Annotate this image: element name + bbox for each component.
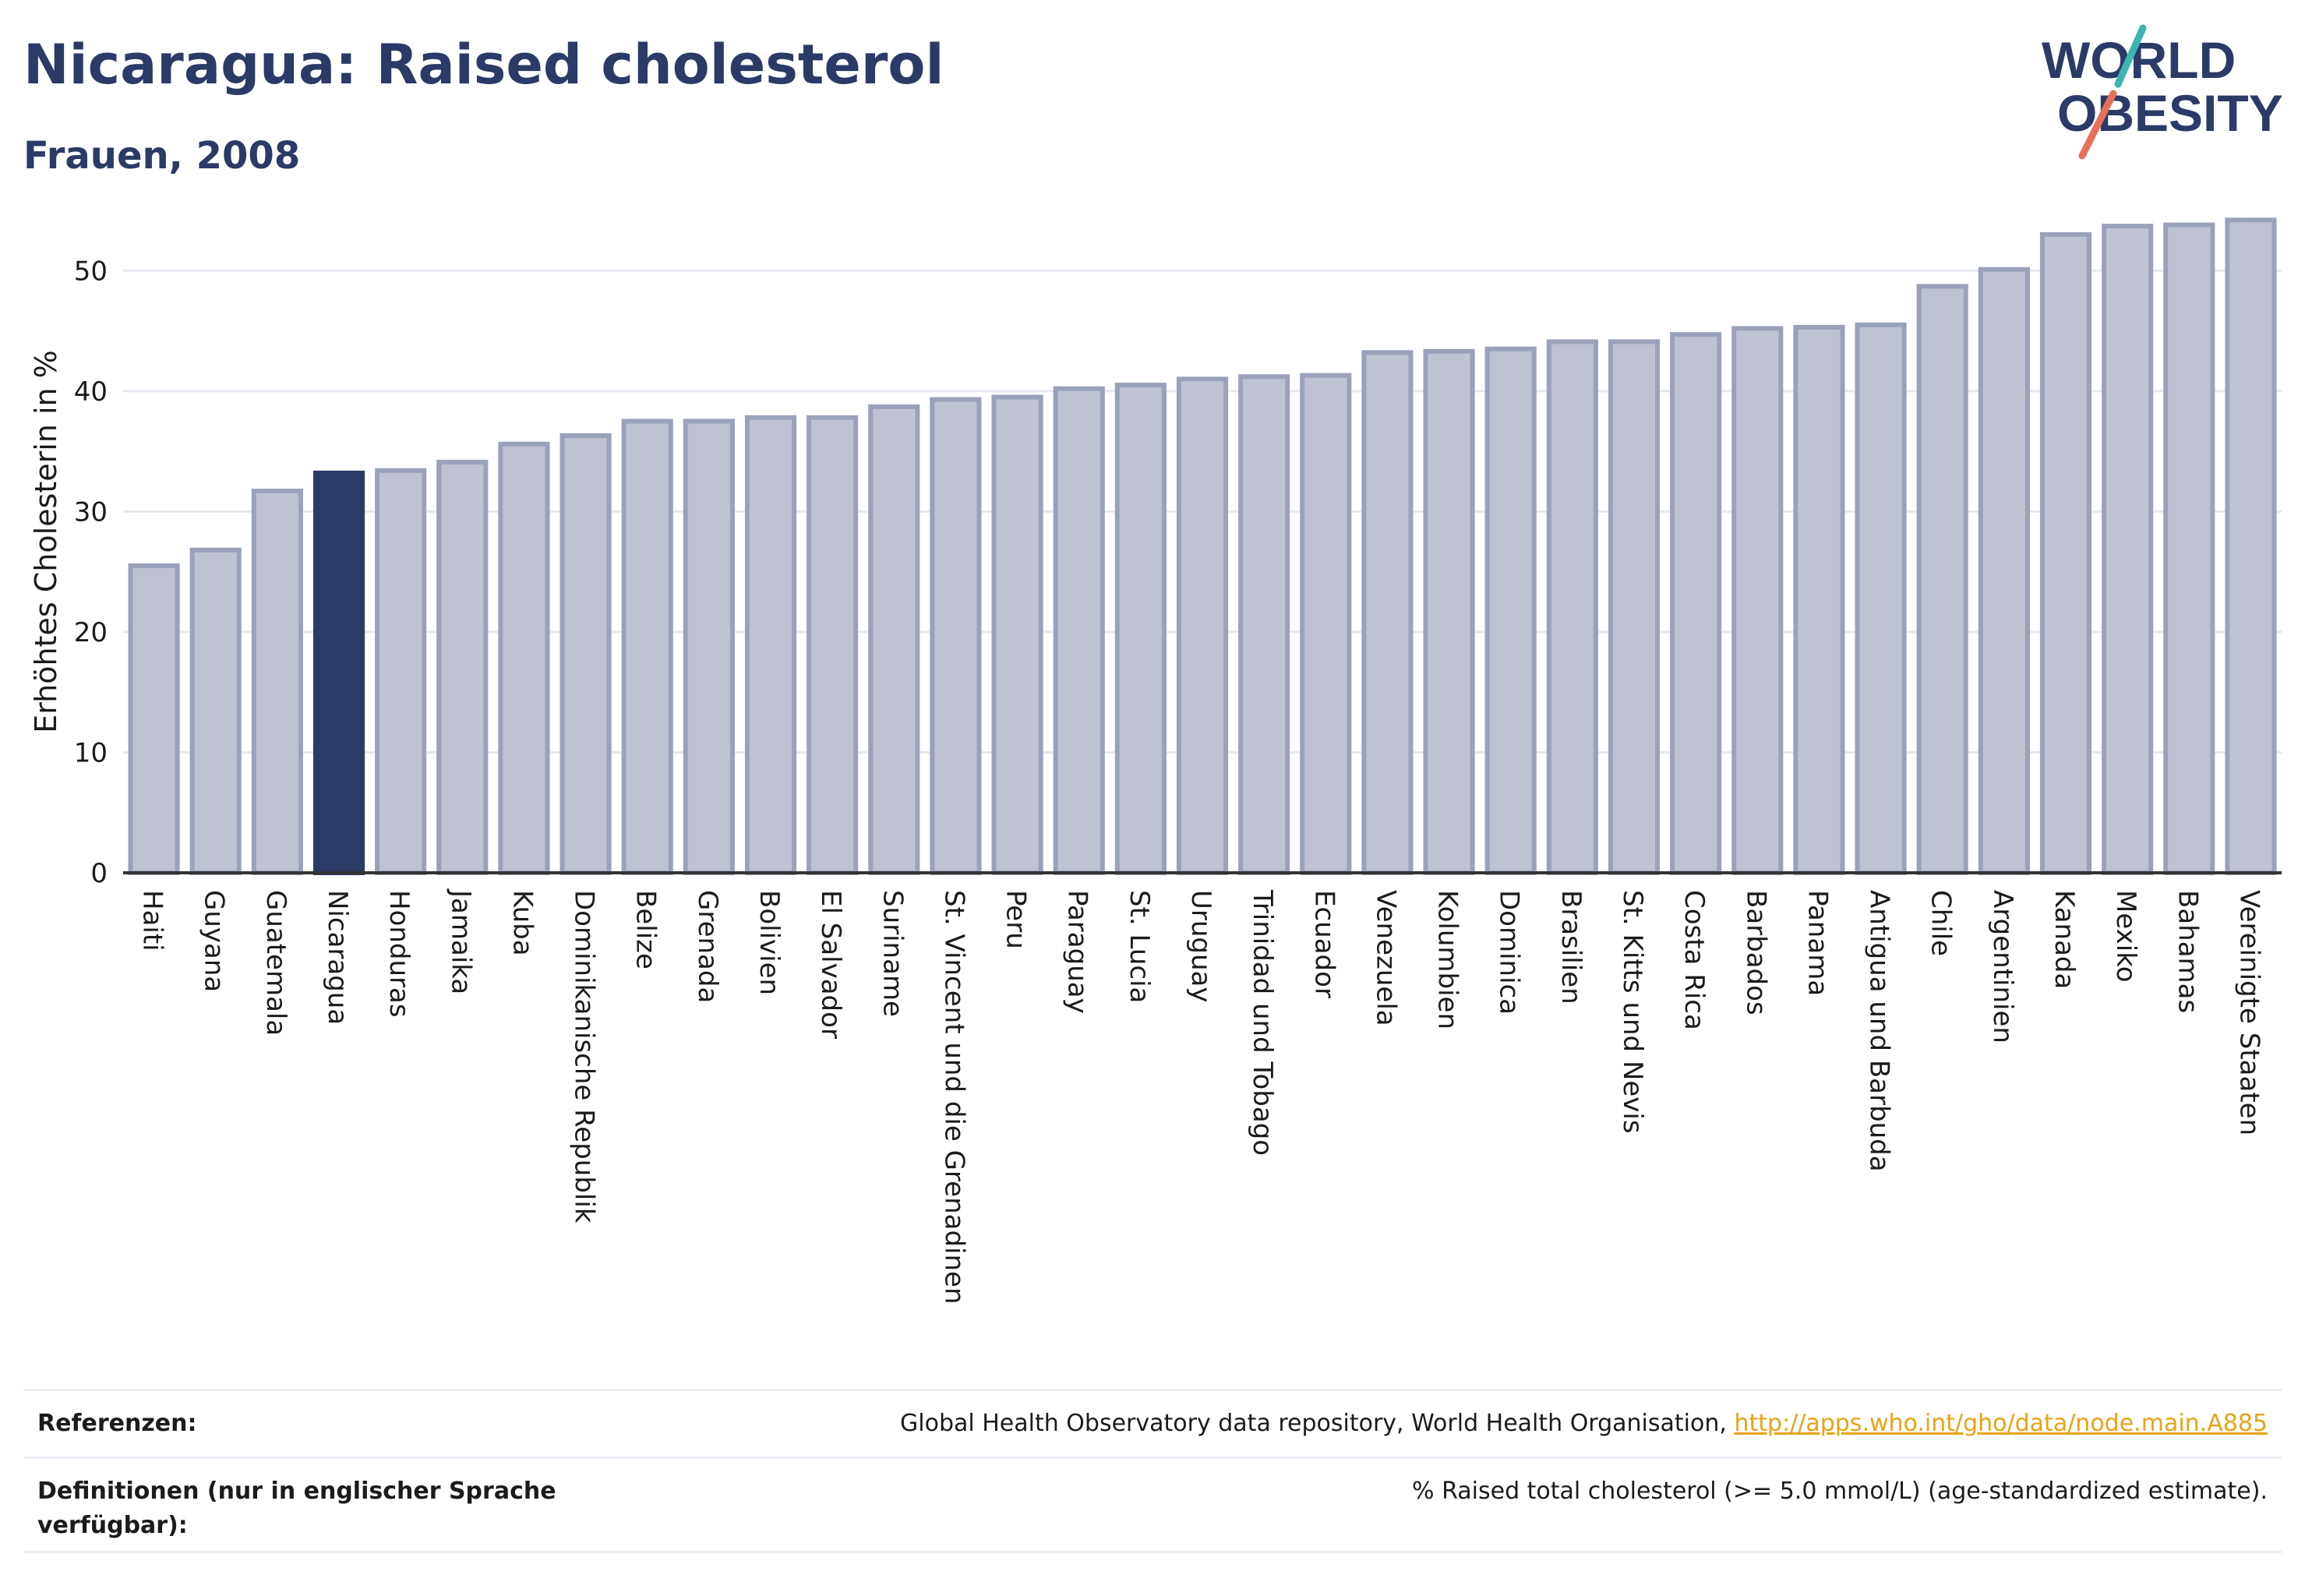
bar — [1484, 346, 1537, 875]
x-tick-label: Venezuela — [1370, 890, 1401, 1026]
references-label: Referenzen: — [37, 1410, 197, 1437]
bar — [1176, 376, 1229, 875]
world-obesity-logo: WORLD OBESITY — [2042, 24, 2283, 160]
x-tick-label: Kolumbien — [1432, 890, 1463, 1029]
bar — [1238, 374, 1290, 876]
x-tick-label: St. Lucia — [1124, 890, 1155, 1003]
y-tick-label: 20 — [74, 617, 108, 648]
bar-chart: 0 10 20 30 40 50 Erhöhtes Cholesterin in % Hait… — [29, 217, 2282, 1305]
bar — [807, 415, 859, 875]
x-tick-label: Suriname — [877, 890, 908, 1017]
bar — [251, 489, 303, 875]
definitions-row: Definitionen (nur in englischer Sprache … — [23, 1457, 2282, 1553]
x-tick-label: Dominica — [1494, 890, 1525, 1015]
y-tick-label: 10 — [74, 737, 108, 768]
x-tick-label: El Salvador — [815, 890, 846, 1039]
x-tick-label: Dominikanische Republik — [569, 890, 600, 1223]
references-table: Referenzen: Global Health Observatory da… — [23, 1389, 2282, 1553]
bar — [128, 563, 180, 876]
y-axis-label: Erhöhtes Cholesterin in % — [29, 350, 63, 733]
bar — [1423, 348, 1475, 875]
bar — [1670, 332, 1722, 875]
y-tick-label: 30 — [74, 496, 108, 528]
bar — [559, 433, 612, 875]
bar — [868, 404, 920, 875]
bar — [1114, 383, 1167, 876]
x-tick-label: St. Kitts und Nevis — [1617, 890, 1648, 1134]
x-tick-label: Barbados — [1740, 890, 1771, 1015]
x-tick-label: Argentinien — [1987, 890, 2018, 1043]
references-row: Referenzen: Global Health Observatory da… — [23, 1389, 2282, 1457]
bar — [1361, 350, 1414, 875]
bar — [436, 460, 489, 875]
bar — [1978, 267, 2030, 875]
x-tick-label: Haiti — [137, 890, 168, 952]
definitions-label: Definitionen (nur in englischer Sprache … — [37, 1478, 556, 1539]
logo-slash-teal — [2114, 24, 2147, 88]
x-tick-label: Belize — [630, 890, 662, 969]
bar — [189, 547, 242, 875]
bar — [1608, 339, 1661, 876]
definitions-value: % Raised total cholesterol (>= 5.0 mmol/… — [1412, 1478, 2268, 1505]
x-tick-label: Bolivien — [754, 890, 785, 995]
bar — [2225, 217, 2277, 875]
x-tick-label: Bahamas — [2172, 890, 2203, 1013]
bar — [621, 418, 673, 875]
bar — [498, 441, 550, 875]
bar — [1793, 324, 1845, 875]
x-tick-label: Nicaragua — [322, 890, 353, 1025]
bar — [2039, 231, 2092, 875]
references-link[interactable]: http://apps.who.int/gho/data/node.main.A… — [1734, 1410, 2268, 1437]
bar — [683, 418, 735, 875]
bar — [991, 394, 1043, 875]
references-text: Global Health Observatory data repositor… — [900, 1410, 1735, 1437]
bar — [375, 468, 427, 875]
references-value: Global Health Observatory data repositor… — [900, 1407, 2268, 1441]
bar — [2102, 224, 2154, 876]
x-tick-label: Chile — [1926, 890, 1957, 956]
x-tick-label: Uruguay — [1185, 890, 1216, 1003]
x-tick-label: Paraguay — [1062, 890, 1093, 1014]
x-tick-label: Jamaika — [445, 888, 476, 994]
bar — [930, 397, 982, 875]
x-tick-label: St. Vincent und die Grenadinen — [938, 890, 969, 1305]
chart-subtitle: Frauen, 2008 — [23, 134, 301, 178]
logo-slash-red — [2078, 90, 2117, 160]
x-tick-label: Peru — [1001, 890, 1032, 949]
bar — [1546, 339, 1598, 876]
chart-title: Nicaragua: Raised cholesterol — [23, 33, 944, 97]
y-tick-label: 40 — [74, 376, 108, 408]
x-tick-label: Vereinigte Staaten — [2233, 890, 2264, 1135]
bar — [1300, 373, 1352, 875]
x-tick-label: Kuba — [507, 890, 538, 956]
x-tick-label: Kanada — [2049, 890, 2080, 989]
x-tick-label: Guatemala — [260, 890, 291, 1036]
bar — [1916, 284, 1968, 875]
bar-highlight — [312, 470, 365, 875]
x-tick-label: Brasilien — [1555, 890, 1587, 1005]
bar — [744, 415, 797, 875]
x-tick-label: Ecuador — [1308, 890, 1340, 998]
bar — [1731, 326, 1784, 876]
y-tick-label: 0 — [90, 858, 108, 889]
bar — [1855, 322, 1907, 875]
bar — [1053, 386, 1105, 875]
x-tick-label: Guyana — [199, 890, 230, 992]
x-tick-label: Honduras — [383, 890, 415, 1018]
x-tick-label: Mexiko — [2110, 890, 2141, 983]
x-tick-label: Trinidad und Tobago — [1247, 889, 1278, 1156]
x-tick-label: Antigua und Barbuda — [1864, 890, 1895, 1172]
y-tick-label: 50 — [74, 256, 108, 287]
x-tick-label: Costa Rica — [1678, 890, 1710, 1030]
bar — [2163, 222, 2215, 875]
x-tick-label: Panama — [1802, 890, 1833, 996]
x-tick-label: Grenada — [692, 890, 723, 1003]
